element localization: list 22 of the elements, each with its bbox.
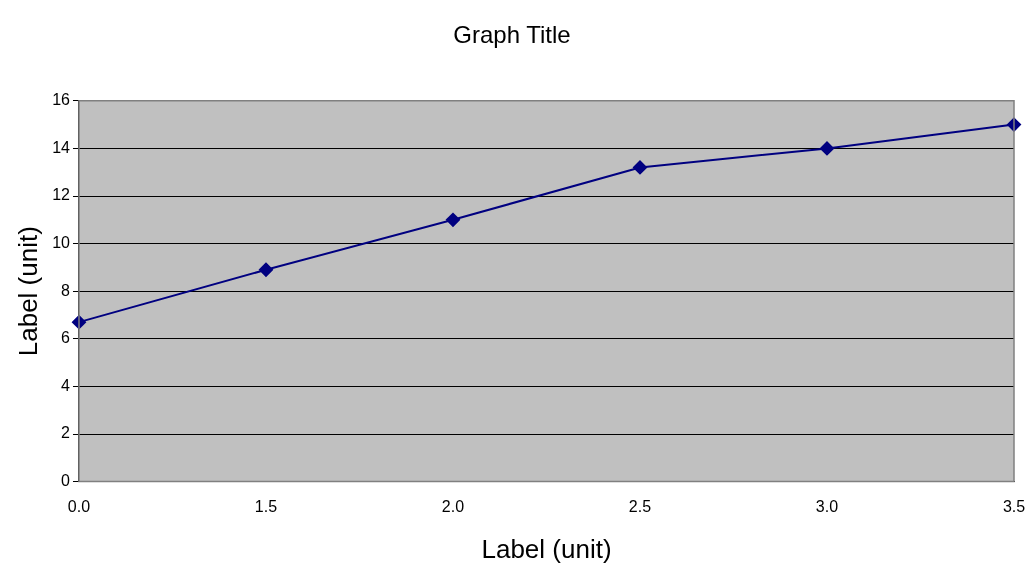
- x-tick-label: 3.5: [1002, 497, 1026, 515]
- y-tick-label: 2: [61, 424, 71, 442]
- x-tick-label: 0.0: [67, 497, 91, 515]
- point: [820, 141, 834, 156]
- x-tick-label: 2.5: [628, 497, 652, 515]
- y-tick-label: 10: [52, 234, 71, 252]
- chart-title: Graph Title: [453, 21, 571, 49]
- y-tick-label: 16: [52, 91, 71, 109]
- x-tick-label: 3.0: [815, 497, 839, 515]
- y-tick-label: 14: [52, 138, 71, 156]
- y-tick-label: 8: [61, 281, 71, 299]
- point: [446, 212, 460, 227]
- point: [259, 262, 273, 277]
- x-tick-label: 1.5: [254, 497, 278, 515]
- x-tick-label: 2.0: [441, 497, 465, 515]
- y-tick-label: 4: [61, 376, 71, 394]
- y-axis-title: Label (unit): [12, 226, 43, 357]
- y-tick-label: 0: [61, 472, 71, 490]
- y-tick-label: 6: [61, 329, 71, 347]
- x-axis-title: Label (unit): [481, 533, 612, 564]
- point: [633, 160, 647, 175]
- y-tick-label: 12: [52, 186, 71, 204]
